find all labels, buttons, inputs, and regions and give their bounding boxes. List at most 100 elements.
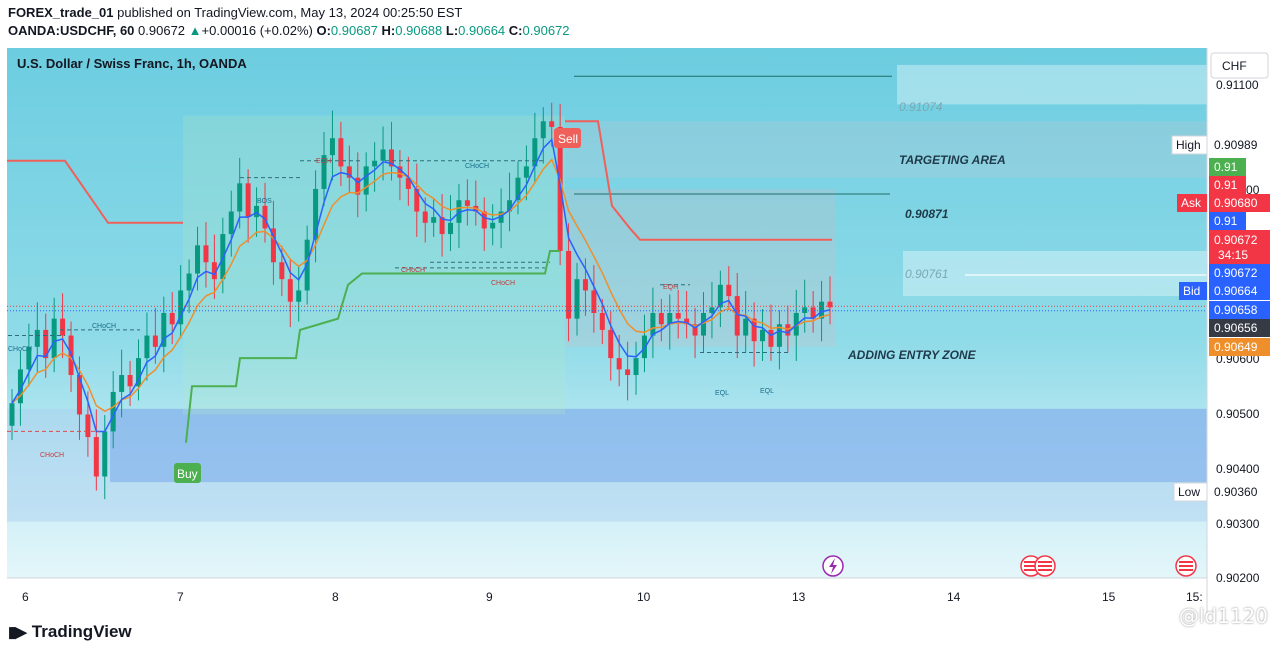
tag-t5: 0.90658 bbox=[1214, 303, 1258, 317]
candle-body bbox=[549, 121, 555, 127]
x-tick-label: 8 bbox=[332, 590, 339, 604]
sell-label: Sell bbox=[558, 132, 578, 146]
candle-body bbox=[287, 279, 293, 302]
supertrend-up-line bbox=[185, 249, 560, 443]
chart-title: U.S. Dollar / Swiss Franc, 1h, OANDA bbox=[17, 56, 247, 71]
entry-zone-label: ADDING ENTRY ZONE bbox=[847, 348, 977, 362]
structure-label: BOS bbox=[257, 198, 272, 205]
candle-body bbox=[388, 149, 394, 167]
x-tick-label: 10 bbox=[637, 590, 651, 604]
sell-marker[interactable]: Sell bbox=[554, 128, 581, 148]
candle-body bbox=[760, 329, 766, 342]
currency-button[interactable]: CHF bbox=[1210, 52, 1269, 79]
y-tick-label: 0.91100 bbox=[1216, 78, 1259, 92]
candle-body bbox=[127, 375, 133, 387]
publish-text: published on TradingView.com, May 13, 20… bbox=[113, 5, 463, 20]
candle-body bbox=[9, 403, 15, 426]
buy-marker[interactable]: Buy bbox=[174, 463, 201, 483]
legend-line: OANDA:USDCHF, 60 0.90672 ▲+0.00016 (+0.0… bbox=[8, 23, 570, 38]
structure-label: CHoCH bbox=[465, 163, 489, 170]
symbol[interactable]: OANDA:USDCHF, 60 bbox=[8, 23, 135, 38]
candle-body bbox=[566, 250, 572, 319]
lightning-event-icon[interactable] bbox=[822, 555, 844, 577]
plot-background bbox=[7, 48, 1207, 578]
candle-body bbox=[490, 222, 496, 229]
candle-body bbox=[279, 262, 285, 280]
candle-body bbox=[692, 324, 698, 336]
x-tick-labels: 6 7 8 9 10 13 14 15 15: bbox=[22, 590, 1203, 604]
candle-body bbox=[625, 369, 631, 376]
candle-body bbox=[26, 346, 32, 370]
price-chart[interactable]: 0.91100 0.91000 0.90600 0.90500 0.90400 … bbox=[0, 45, 1280, 615]
candle-body bbox=[76, 375, 82, 415]
candle-body bbox=[709, 307, 715, 313]
candle-body bbox=[599, 313, 605, 330]
candle-body bbox=[414, 188, 420, 212]
tradingview-logo-icon: ▮▶ bbox=[8, 624, 27, 641]
us-flag-event-icon[interactable] bbox=[1175, 555, 1197, 577]
author[interactable]: FOREX_trade_01 bbox=[8, 5, 114, 20]
candle-body bbox=[616, 358, 622, 370]
structure-label: CHoCH bbox=[491, 280, 515, 287]
candle-body bbox=[582, 279, 588, 291]
ask-label: Ask bbox=[1181, 196, 1202, 210]
candle-body bbox=[262, 205, 268, 229]
y-tick-label: 0.90500 bbox=[1216, 407, 1260, 421]
candle-body bbox=[768, 329, 774, 347]
us-flag-event-icon[interactable] bbox=[1034, 555, 1056, 577]
tradingview-brand[interactable]: ▮▶ TradingView bbox=[8, 622, 132, 642]
candle-body bbox=[363, 166, 369, 195]
candle-body bbox=[532, 138, 538, 167]
high-label: H: bbox=[381, 23, 396, 38]
candle-body bbox=[464, 200, 470, 206]
indicator-lines-layer bbox=[7, 120, 1207, 443]
candle-body bbox=[355, 177, 361, 195]
candle-body bbox=[85, 414, 91, 438]
last-price: 0.90672 bbox=[138, 23, 186, 38]
candle-body bbox=[481, 211, 487, 229]
x-tick-label: 14 bbox=[947, 590, 961, 604]
publish-info: FOREX_trade_01 published on TradingView.… bbox=[8, 5, 462, 20]
candle-body bbox=[51, 318, 57, 359]
ema-fast-line bbox=[11, 138, 831, 433]
candle-body bbox=[743, 318, 749, 336]
candle-body bbox=[321, 155, 327, 189]
candle-body bbox=[152, 335, 158, 347]
candle-body bbox=[203, 245, 209, 263]
high-tag-label: High bbox=[1176, 138, 1201, 152]
open-label: O: bbox=[316, 23, 331, 38]
time-axis[interactable] bbox=[7, 578, 1207, 615]
countdown-tag: 34:15 bbox=[1218, 248, 1248, 262]
candle-body bbox=[431, 217, 437, 223]
candle-body bbox=[186, 273, 192, 291]
structure-label: CHoCH bbox=[8, 346, 32, 353]
candle-body bbox=[237, 183, 243, 212]
candle-body bbox=[270, 228, 276, 263]
candle-body bbox=[701, 313, 707, 336]
bid-label: Bid bbox=[1183, 284, 1200, 298]
candle-body bbox=[717, 284, 723, 308]
candle-body bbox=[161, 313, 167, 347]
candle-body bbox=[397, 166, 403, 178]
zone-box bbox=[565, 121, 1207, 178]
change-arrow-icon: ▲ bbox=[188, 23, 202, 38]
candle-body bbox=[110, 391, 116, 432]
zone-box bbox=[897, 64, 1207, 105]
candle-body bbox=[135, 358, 141, 387]
brand-name: TradingView bbox=[31, 622, 132, 641]
candle-body bbox=[211, 262, 217, 280]
tag-t6: 0.90656 bbox=[1214, 321, 1258, 335]
candle-body bbox=[346, 166, 352, 178]
tag-t3: 0.91 bbox=[1214, 214, 1238, 228]
structure-label: CHoCH bbox=[92, 323, 116, 330]
high-value: 0.90688 bbox=[395, 23, 443, 38]
price-tags: High 0.90989 0.91 0.91 Ask 0.90680 0.91 … bbox=[1171, 135, 1270, 502]
low-value: 0.90664 bbox=[458, 23, 506, 38]
candle-body bbox=[540, 121, 546, 139]
candle-body bbox=[684, 318, 690, 325]
candle-body bbox=[650, 313, 656, 336]
candle-body bbox=[422, 211, 428, 223]
candle-body bbox=[734, 296, 740, 336]
candle-body bbox=[658, 313, 664, 325]
candle-body bbox=[102, 431, 108, 477]
